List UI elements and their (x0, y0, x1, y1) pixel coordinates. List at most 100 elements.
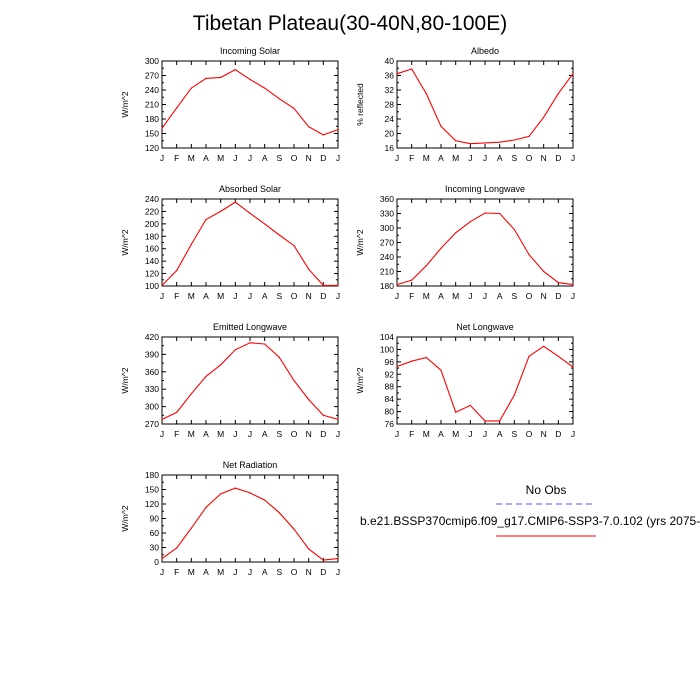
emitted-longwave-xtick-label: N (306, 429, 312, 439)
emitted-longwave-ylabel: W/m^2 (120, 367, 130, 393)
incoming-longwave-xtick-label: M (452, 291, 459, 301)
albedo-data-point (572, 73, 574, 75)
net-longwave-xtick-label: J (483, 429, 487, 439)
absorbed-solar-xtick-label: S (276, 291, 282, 301)
incoming-longwave-data-point (411, 279, 413, 281)
absorbed-solar-data-point (176, 269, 178, 272)
incoming-solar-data-point (264, 87, 266, 89)
net-longwave-data-point (513, 394, 515, 396)
net-longwave-xtick-label: J (468, 429, 472, 439)
net-radiation-data-point (190, 527, 192, 529)
albedo-data-point (513, 139, 515, 141)
absorbed-solar-xtick-label: D (320, 291, 326, 301)
incoming-solar-xtick-label: M (188, 153, 195, 163)
net-radiation-xtick-label: N (306, 567, 312, 577)
emitted-longwave-xtick-label: D (320, 429, 326, 439)
incoming-longwave-series-line (396, 212, 574, 286)
net-longwave-data-point (528, 355, 530, 357)
absorbed-solar-xtick-label: J (233, 291, 237, 301)
net-longwave-xtick-label: O (526, 429, 533, 439)
net-longwave-data-point (455, 411, 457, 413)
net-longwave-ytick-label: 88 (385, 382, 395, 392)
emitted-longwave-xtick-label: M (188, 429, 195, 439)
absorbed-solar-ytick-label: 180 (145, 231, 159, 241)
albedo-ylabel: % reflected (355, 83, 365, 126)
emitted-longwave-xtick-label: S (276, 429, 282, 439)
net-radiation-xtick-label: J (336, 567, 340, 577)
net-longwave-plot-frame (396, 336, 574, 425)
net-radiation-data-point (278, 512, 280, 514)
incoming-longwave-data-point (469, 221, 471, 223)
net-longwave-data-point (469, 404, 471, 406)
albedo-xtick-label: A (497, 153, 503, 163)
emitted-longwave-data-point (264, 343, 266, 345)
net-radiation-data-point (234, 487, 236, 489)
emitted-longwave-data-point (337, 418, 339, 420)
emitted-longwave-xtick-label: J (248, 429, 252, 439)
net-radiation-ytick-label: 90 (150, 514, 160, 524)
incoming-solar-xtick-label: J (248, 153, 252, 163)
incoming-solar-ytick-label: 240 (145, 85, 159, 95)
incoming-longwave-plot-frame (396, 198, 574, 287)
albedo-title: Albedo (471, 46, 499, 56)
net-longwave-ylabel: W/m^2 (355, 367, 365, 393)
net-radiation-ytick-label: 0 (154, 557, 159, 567)
emitted-longwave-data-point (220, 364, 222, 366)
absorbed-solar-ytick-label: 100 (145, 281, 159, 291)
net-longwave-ytick-label: 84 (385, 394, 395, 404)
absorbed-solar-ytick-label: 200 (145, 219, 159, 229)
incoming-solar-xtick-label: O (291, 153, 298, 163)
incoming-solar-data-point (278, 98, 280, 100)
legend-model-label: b.e21.BSSP370cmip6.f09_g17.CMIP6-SSP3-7.… (360, 514, 700, 528)
net-longwave-ytick-label: 92 (385, 369, 395, 379)
emitted-longwave-title: Emitted Longwave (213, 322, 287, 332)
net-radiation-data-point (293, 528, 295, 530)
emitted-longwave-ytick-label: 300 (145, 402, 159, 412)
net-radiation-data-point (264, 499, 266, 501)
incoming-solar-data-point (308, 126, 310, 128)
absorbed-solar-xtick-label: J (336, 291, 340, 301)
incoming-solar-data-point (190, 87, 192, 89)
absorbed-solar-data-point (220, 210, 222, 213)
net-longwave-ytick-label: 104 (380, 332, 394, 342)
emitted-longwave-data-point (234, 349, 236, 351)
incoming-longwave-data-point (455, 232, 457, 234)
incoming-solar-xtick-label: A (262, 153, 268, 163)
net-longwave-ytick-label: 76 (385, 419, 395, 429)
net-radiation-data-point (205, 506, 207, 508)
albedo-data-point (469, 143, 471, 145)
incoming-longwave-data-point (557, 282, 559, 284)
emitted-longwave-series-line (161, 342, 339, 420)
incoming-longwave-data-point (425, 265, 427, 267)
emitted-longwave-ytick-label: 420 (145, 332, 159, 342)
incoming-solar-title: Incoming Solar (220, 46, 280, 56)
emitted-longwave-data-point (161, 418, 163, 420)
emitted-longwave-data-point (322, 414, 324, 416)
incoming-longwave-ylabel: W/m^2 (355, 229, 365, 255)
net-longwave-xtick-label: F (409, 429, 414, 439)
albedo-data-point (543, 116, 545, 118)
net-longwave-xtick-label: M (423, 429, 430, 439)
incoming-solar-ytick-label: 150 (145, 129, 159, 139)
incoming-solar-ytick-label: 300 (145, 56, 159, 66)
emitted-longwave-xtick-label: J (336, 429, 340, 439)
albedo-xtick-label: S (511, 153, 517, 163)
absorbed-solar-ytick-label: 140 (145, 256, 159, 266)
incoming-longwave-data-point (528, 253, 530, 256)
albedo-xtick-label: J (571, 153, 575, 163)
incoming-longwave-ytick-label: 300 (380, 223, 394, 233)
net-longwave-ytick-label: 96 (385, 357, 395, 367)
absorbed-solar-data-point (161, 284, 163, 286)
albedo-data-point (557, 93, 559, 95)
absorbed-solar-xtick-label: M (188, 291, 195, 301)
emitted-longwave-data-point (190, 393, 192, 395)
net-radiation-ytick-label: 150 (145, 485, 159, 495)
incoming-solar-plot-frame (161, 60, 339, 149)
incoming-longwave-ytick-label: 240 (380, 252, 394, 262)
emitted-longwave-xtick-label: F (174, 429, 179, 439)
absorbed-solar-xtick-label: N (306, 291, 312, 301)
absorbed-solar-xtick-label: J (160, 291, 164, 301)
net-longwave-xtick-label: A (497, 429, 503, 439)
absorbed-solar-data-point (205, 218, 207, 221)
absorbed-solar-xtick-label: A (262, 291, 268, 301)
